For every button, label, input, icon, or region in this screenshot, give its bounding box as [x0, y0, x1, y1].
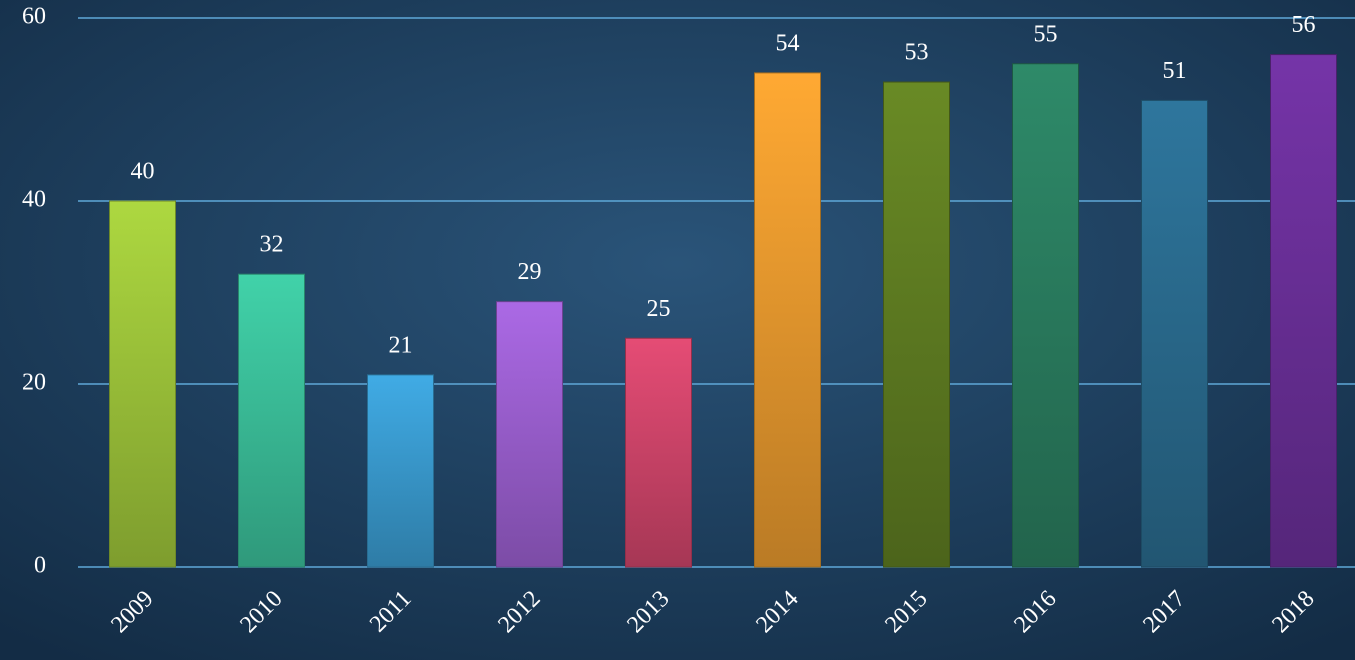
- value-label: 32: [260, 232, 284, 258]
- bar: [1270, 54, 1337, 568]
- value-label: 25: [647, 296, 671, 322]
- value-label: 21: [389, 332, 413, 358]
- y-tick-label: 60: [22, 4, 46, 30]
- value-label: 51: [1163, 58, 1187, 84]
- value-label: 40: [131, 159, 155, 185]
- value-label: 55: [1034, 21, 1058, 47]
- bar: [1012, 63, 1079, 568]
- bar: [238, 273, 305, 568]
- value-label: 54: [776, 30, 800, 56]
- value-label: 56: [1292, 12, 1316, 38]
- bar: [625, 337, 692, 568]
- bar: [754, 72, 821, 568]
- bar: [109, 200, 176, 568]
- bar: [1141, 99, 1208, 568]
- value-label: 53: [905, 40, 929, 66]
- value-label: 29: [518, 259, 542, 285]
- bar: [883, 81, 950, 568]
- bar: [496, 301, 563, 568]
- y-tick-label: 20: [22, 370, 46, 396]
- y-tick-label: 0: [34, 553, 46, 579]
- y-tick-label: 40: [22, 187, 46, 213]
- bar: [367, 374, 434, 568]
